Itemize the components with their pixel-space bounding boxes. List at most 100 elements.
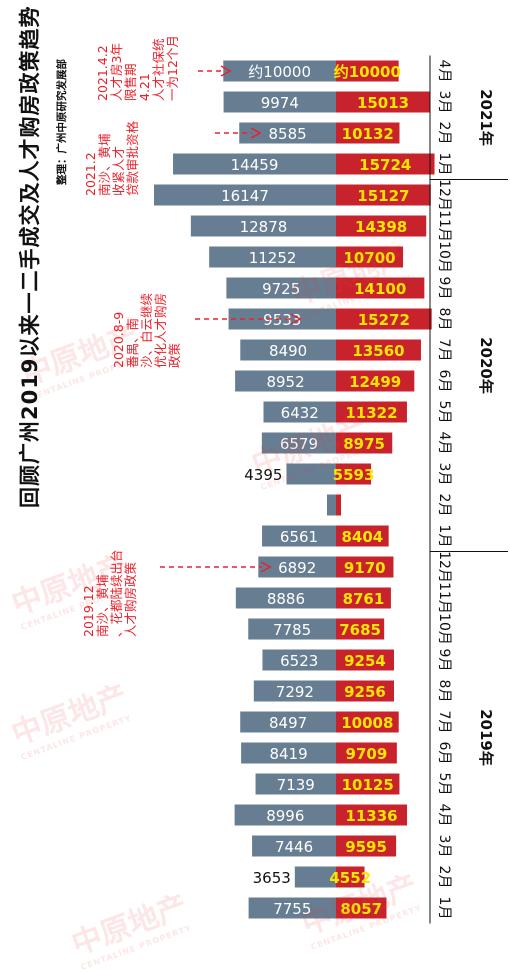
label-new-home-3: 15724 (359, 156, 411, 174)
bar-new-home-5 (336, 215, 427, 237)
bar-new-home-1 (336, 91, 431, 113)
bar-second-hand-5 (190, 215, 336, 237)
bar-second-hand-18 (248, 618, 336, 640)
data-labels-layer: 约10000 约10000 9974 15013 8585 10132 14459 15724… (221, 63, 411, 918)
bar-new-home-18 (336, 618, 385, 640)
bar-new-home-2 (336, 122, 400, 144)
label-second-hand-9: 8490 (269, 342, 307, 360)
label-new-home-20: 9256 (344, 683, 386, 701)
tick-label-month-19: 9月 (436, 649, 452, 672)
bar-second-hand-2 (239, 122, 336, 144)
tick-label-month-7: 9月 (436, 277, 452, 300)
tick-label-month-25: 3月 (436, 835, 452, 858)
bar-new-home-27 (336, 897, 387, 919)
label-new-home-23: 10125 (342, 776, 394, 794)
tick-label-month-11: 5月 (436, 401, 452, 424)
annotation-arrow-head (250, 127, 262, 139)
label-new-home-17: 8761 (343, 590, 385, 608)
bar-new-home-26 (336, 866, 365, 888)
label-new-home-1: 15013 (357, 94, 409, 112)
label-second-hand-4: 16147 (221, 187, 269, 205)
label-new-home-7: 14100 (354, 280, 406, 298)
label-new-home-2: 10132 (342, 125, 394, 143)
bar-second-hand-8 (228, 308, 336, 330)
tick-label-month-2: 2月 (436, 122, 452, 145)
annotation-arrow-head (260, 561, 272, 573)
bar-second-hand-4 (154, 184, 336, 206)
label-new-home-9: 13560 (352, 342, 404, 360)
tick-label-month-20: 8月 (436, 680, 452, 703)
tick-label-month-1: 3月 (436, 91, 452, 114)
bar-second-hand-22 (241, 742, 336, 764)
label-second-hand-0: 约10000 (248, 63, 311, 81)
bar-new-home-16 (336, 556, 394, 578)
bar-new-home-25 (336, 835, 397, 857)
bar-second-hand-15 (262, 525, 336, 547)
label-new-home-26: 4552 (329, 869, 371, 887)
tick-label-month-0: 4月 (436, 60, 452, 83)
label-new-home-15: 8404 (341, 528, 383, 546)
axis-layer: 4月3月2月1月12月11月10月9月8月7月6月5月4月3月2月1月12月11… (429, 55, 508, 924)
label-new-home-18: 7685 (339, 621, 381, 639)
label-second-hand-19: 6523 (280, 652, 318, 670)
bars-layer (154, 60, 435, 919)
bar-new-home-10 (336, 370, 415, 392)
annotation-line: 2019.12 (81, 585, 96, 637)
bar-second-hand-27 (248, 897, 336, 919)
year-label-2020年: 2020年 (477, 337, 495, 394)
label-new-home-5: 14398 (355, 218, 407, 236)
annotation-line: 限售期 (123, 63, 138, 101)
label-second-hand-10: 8952 (266, 373, 304, 391)
chart-title: 回顾广州2019以来一二手成交及人才购房政策趋势 (18, 5, 42, 508)
bar-new-home-9 (336, 339, 421, 361)
label-second-hand-23: 7139 (277, 776, 315, 794)
label-second-hand-12: 6579 (280, 435, 318, 453)
bar-new-home-20 (336, 680, 395, 702)
bar-new-home-21 (336, 711, 399, 733)
annotation-line: 2021.2 (83, 152, 98, 196)
bar-second-hand-11 (263, 401, 336, 423)
label-new-home-0: 约10000 (334, 63, 401, 81)
bar-second-hand-6 (209, 246, 336, 268)
label-second-hand-21: 8497 (269, 714, 307, 732)
tick-label-month-24: 4月 (436, 804, 452, 827)
label-new-home-11: 11322 (345, 404, 397, 422)
bar-new-home-6 (336, 246, 404, 268)
annotation-arrow-head (220, 65, 232, 77)
annotation-2020-08: 2020.8-9 番禺、南 沙、白云继续 优化人才购房 政策 (111, 292, 182, 368)
bar-second-hand-1 (223, 91, 336, 113)
label-new-home-12: 8975 (343, 435, 385, 453)
label-new-home-10: 12499 (349, 373, 401, 391)
label-new-home-19: 9254 (344, 652, 386, 670)
tick-label-month-5: 11月 (436, 210, 452, 242)
bar-new-home-3 (336, 153, 435, 175)
label-second-hand-22: 8419 (269, 745, 307, 763)
annotation-2021-02: 2021.2 南沙、黄埔 收紧人才 贷款审批资格 (83, 120, 140, 196)
label-second-hand-7: 9725 (262, 280, 300, 298)
tick-label-month-23: 5月 (436, 773, 452, 796)
label-new-home-21: 10008 (341, 714, 393, 732)
annotation-line: 贷款审批资格 (125, 120, 140, 196)
bar-new-home-11 (336, 401, 407, 423)
label-second-hand-15: 6561 (280, 528, 318, 546)
tick-label-month-26: 2月 (436, 866, 452, 889)
annotation-arrow-head (290, 313, 302, 325)
annotation-line: 4.21 (137, 73, 152, 101)
annotation-line: 优化人才购房 (153, 292, 168, 368)
tick-label-month-8: 8月 (436, 308, 452, 331)
annotation-line: 人才社保统 (151, 38, 166, 101)
label-new-home-24: 11336 (345, 807, 397, 825)
annotation-2019-12: 2019.12 南沙、黄埔 、花都陆续出台 人才购房政策 (81, 549, 138, 637)
bar-new-home-23 (336, 773, 400, 795)
tick-label-month-12: 4月 (436, 432, 452, 455)
bar-second-hand-17 (235, 587, 336, 609)
tick-label-month-3: 1月 (436, 153, 452, 176)
bar-new-home-24 (336, 804, 408, 826)
bar-new-home-4 (336, 184, 431, 206)
year-label-2021年: 2021年 (477, 89, 495, 146)
label-second-hand-5: 12878 (240, 218, 288, 236)
label-second-hand-6: 11252 (249, 249, 297, 267)
bar-new-home-0 (336, 60, 399, 82)
bar-second-hand-3 (173, 153, 336, 175)
label-second-hand-25: 7446 (275, 838, 313, 856)
